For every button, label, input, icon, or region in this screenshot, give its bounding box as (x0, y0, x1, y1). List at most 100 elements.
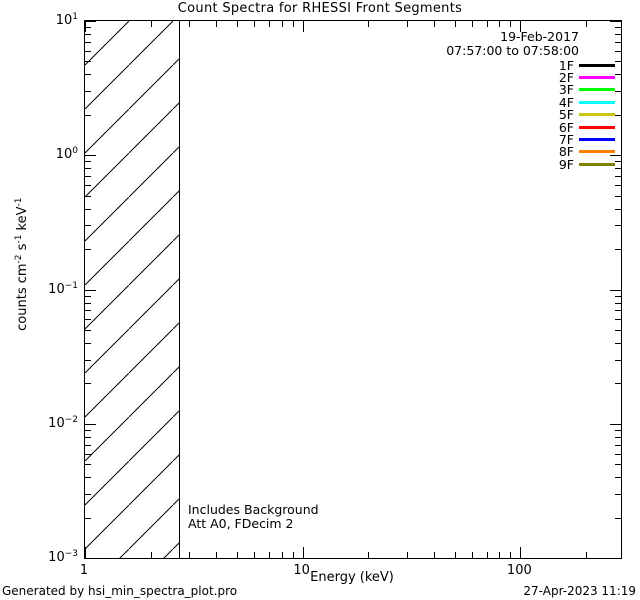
y-minor-tick (615, 74, 621, 76)
x-minor-tick (499, 552, 501, 558)
y-minor-tick (615, 453, 621, 455)
y-minor-tick (85, 185, 91, 187)
y-minor-tick (85, 161, 91, 163)
x-minor-tick (486, 21, 488, 27)
legend-entry-label: 8F (558, 144, 574, 160)
y-minor-tick (85, 329, 91, 331)
legend-entry-list: 1F 2F 3F 4F 5F 6F 7F 8F 9F (400, 57, 615, 172)
y-minor-tick (615, 168, 621, 170)
y-minor-tick (615, 91, 621, 93)
plot-annotations: Includes Background Att A0, FDecim 2 (188, 503, 319, 530)
legend-color-swatch (579, 150, 615, 154)
y-minor-tick (615, 225, 621, 227)
hatch-region-right-edge (178, 21, 180, 558)
y-axis-title: counts cm-2 s-1 keV-1 (14, 104, 30, 424)
y-minor-tick (615, 34, 621, 35)
legend-color-swatch (579, 63, 615, 67)
page-title: Count Spectra for RHESSI Front Segments (177, 1, 463, 16)
y-axis-title-mid: s (15, 243, 31, 255)
x-major-tick (85, 21, 86, 32)
annotation-includes-background: Includes Background (188, 502, 319, 517)
y-minor-tick (615, 493, 621, 495)
legend: 19-Feb-2017 07:57:00 to 07:58:00 1F 2F 3F 4… (400, 30, 615, 172)
y-minor-tick (615, 310, 621, 312)
y-tick-label: 10−2 (30, 415, 78, 431)
y-minor-tick (85, 477, 91, 479)
y-minor-tick (615, 436, 621, 438)
y-major-tick (85, 289, 96, 291)
plot-frame (84, 20, 622, 559)
y-tick-mantissa: 10 (48, 550, 65, 566)
annotation-attenuator-state: Att A0, FDecim 2 (188, 515, 294, 531)
y-minor-tick (85, 34, 91, 35)
y-minor-tick (85, 208, 91, 210)
x-minor-tick (499, 21, 501, 27)
y-minor-tick (85, 61, 91, 63)
x-minor-tick (254, 21, 256, 27)
y-tick-mantissa: 10 (55, 13, 73, 29)
y-minor-tick (85, 444, 91, 446)
x-minor-tick (368, 552, 370, 558)
legend-entry-label: 3F (558, 82, 574, 98)
y-minor-tick (615, 176, 621, 178)
y-major-tick (85, 155, 96, 157)
y-minor-tick (615, 61, 621, 63)
y-minor-tick (615, 302, 621, 304)
y-axis-title-exp-2: -1 (13, 234, 24, 244)
y-minor-tick (615, 114, 621, 116)
legend-color-swatch (579, 162, 615, 166)
x-minor-tick (188, 552, 190, 558)
footer-timestamp: 27-Apr-2023 11:19 (523, 584, 636, 598)
x-minor-tick (237, 552, 239, 558)
y-minor-tick (85, 91, 91, 93)
y-minor-tick (615, 208, 621, 210)
y-major-tick (610, 21, 621, 22)
y-minor-tick (615, 185, 621, 187)
legend-color-swatch (579, 100, 615, 104)
y-tick-label: 100 (30, 146, 78, 162)
legend-entry-label: 6F (558, 119, 574, 135)
y-minor-tick (615, 195, 621, 197)
x-minor-tick (268, 21, 270, 27)
y-minor-tick (85, 464, 91, 466)
x-minor-tick (281, 552, 283, 558)
legend-entry-label: 7F (558, 132, 574, 148)
x-minor-tick (368, 21, 370, 27)
y-major-tick (85, 21, 96, 22)
legend-entry-label: 1F (558, 57, 574, 73)
y-minor-tick (615, 383, 621, 385)
legend-entry-label: 5F (558, 107, 574, 123)
y-tick-mantissa: 10 (55, 147, 73, 163)
y-major-tick (610, 558, 621, 559)
y-major-tick (85, 423, 96, 425)
legend-color-swatch (579, 138, 615, 142)
x-minor-tick (216, 552, 218, 558)
y-minor-tick (85, 168, 91, 170)
x-minor-tick (150, 21, 152, 27)
y-minor-tick (85, 359, 91, 361)
legend-time-range: 07:57:00 to 07:58:00 (446, 43, 579, 58)
legend-color-swatch (579, 113, 615, 117)
x-minor-tick (188, 21, 190, 27)
x-minor-tick (510, 21, 512, 27)
y-tick-mantissa: 10 (48, 415, 65, 431)
y-minor-tick (615, 342, 621, 344)
x-tick-label: 10 (293, 563, 310, 578)
y-major-tick (610, 423, 621, 425)
legend-entry: 9F (400, 157, 615, 172)
x-minor-tick (472, 552, 474, 558)
x-minor-tick (268, 552, 270, 558)
y-minor-tick (85, 342, 91, 344)
y-minor-tick (615, 464, 621, 466)
y-minor-tick (85, 429, 91, 431)
x-major-tick (520, 547, 522, 558)
y-minor-tick (615, 517, 621, 519)
y-minor-tick (85, 453, 91, 455)
legend-entry: 8F (400, 144, 615, 160)
y-minor-tick (615, 329, 621, 331)
y-axis-title-exp-1: -2 (13, 254, 24, 264)
x-minor-tick (237, 21, 239, 27)
y-minor-tick (85, 302, 91, 304)
x-tick-label: 100 (506, 563, 532, 578)
